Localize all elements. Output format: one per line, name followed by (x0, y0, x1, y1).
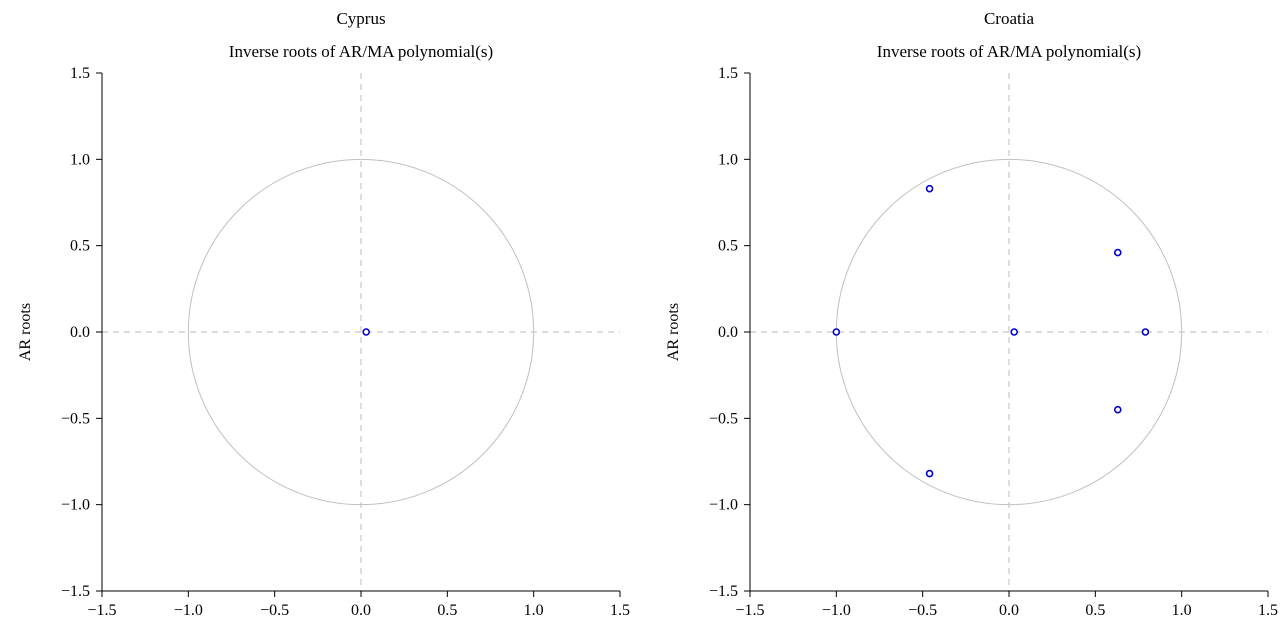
x-tick-label: 1.5 (610, 602, 630, 619)
chart-panel-1: Cyprus Inverse roots of AR/MA polynomial(… (17, 9, 630, 619)
x-tick-label: 1.0 (1172, 602, 1192, 619)
y-tick-label: 0.5 (70, 238, 90, 255)
chart-subtitle: Inverse roots of AR/MA polynomial(s) (877, 42, 1141, 61)
root-point (1113, 248, 1122, 257)
chart-panel-2: Croatia Inverse roots of AR/MA polynomial… (665, 9, 1278, 619)
root-point (362, 328, 370, 336)
y-tick-label: 0.5 (718, 238, 738, 255)
x-tick-label: −1.0 (822, 602, 851, 619)
x-tick-label: 1.5 (1258, 602, 1278, 619)
y-axis-label: AR roots (665, 303, 682, 361)
root-point (925, 469, 934, 478)
x-tick-label: 0.0 (351, 602, 371, 619)
root-point (832, 328, 841, 336)
x-tick-label: −0.5 (908, 602, 937, 619)
root-point (1113, 405, 1122, 414)
x-tick-label: −1.5 (735, 602, 764, 619)
y-tick-label: 1.0 (70, 151, 90, 168)
y-tick-label: −1.0 (709, 497, 738, 514)
x-tick-label: 0.5 (437, 602, 457, 619)
chart-title: Cyprus (336, 9, 385, 28)
y-tick-label: −0.5 (709, 410, 738, 427)
x-tick-label: −0.5 (260, 602, 289, 619)
root-point (1010, 328, 1018, 336)
y-tick-label: −1.5 (709, 583, 738, 600)
root-point (1141, 328, 1150, 336)
y-tick-label: −0.5 (61, 410, 90, 427)
y-tick-label: −1.0 (61, 497, 90, 514)
y-tick-label: 1.5 (718, 65, 738, 82)
y-axis-label: AR roots (17, 303, 34, 361)
chart-title: Croatia (984, 9, 1034, 28)
y-tick-label: 0.0 (70, 324, 90, 341)
x-tick-label: −1.0 (174, 602, 203, 619)
root-point (925, 184, 934, 193)
x-tick-label: −1.5 (87, 602, 116, 619)
y-tick-label: 1.5 (70, 65, 90, 82)
chart-subtitle: Inverse roots of AR/MA polynomial(s) (229, 42, 493, 61)
y-tick-label: 1.0 (718, 151, 738, 168)
x-tick-label: 0.5 (1085, 602, 1105, 619)
x-tick-label: 1.0 (524, 602, 544, 619)
y-tick-label: −1.5 (61, 583, 90, 600)
y-tick-label: 0.0 (718, 324, 738, 341)
x-tick-label: 0.0 (999, 602, 1019, 619)
